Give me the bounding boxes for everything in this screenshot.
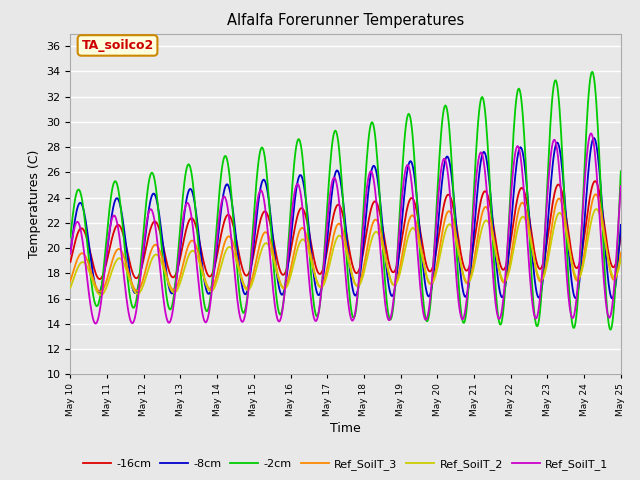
-8cm [617, 222, 625, 228]
Ref_SoilT_1 [67, 251, 74, 257]
-2cm [189, 180, 196, 186]
-2cm [77, 190, 84, 195]
Ref_SoilT_1 [77, 226, 84, 231]
Ref_SoilT_3 [77, 251, 84, 257]
Ref_SoilT_1 [429, 261, 437, 266]
Ref_SoilT_3 [190, 239, 198, 244]
-16cm [429, 263, 437, 268]
Ref_SoilT_3 [413, 224, 421, 230]
Ref_SoilT_2 [413, 232, 421, 238]
-16cm [134, 275, 141, 280]
-16cm [219, 224, 227, 230]
Line: -8cm: -8cm [70, 138, 621, 299]
-2cm [429, 275, 436, 281]
Ref_SoilT_3 [617, 250, 625, 256]
Ref_SoilT_1 [134, 297, 141, 303]
Y-axis label: Temperatures (C): Temperatures (C) [28, 150, 41, 258]
Ref_SoilT_1 [587, 131, 595, 136]
Ref_SoilT_2 [429, 279, 437, 285]
Ref_SoilT_3 [219, 246, 227, 252]
-8cm [218, 201, 226, 206]
Ref_SoilT_2 [190, 248, 198, 254]
-2cm [607, 326, 614, 332]
Ref_SoilT_2 [593, 206, 600, 212]
-2cm [589, 69, 596, 75]
Ref_SoilT_2 [67, 285, 74, 290]
X-axis label: Time: Time [330, 422, 361, 435]
-2cm [133, 293, 141, 299]
Line: Ref_SoilT_3: Ref_SoilT_3 [70, 194, 621, 292]
Ref_SoilT_2 [134, 291, 141, 297]
Line: -16cm: -16cm [70, 181, 621, 279]
-8cm [413, 191, 420, 196]
Legend: -16cm, -8cm, -2cm, Ref_SoilT_3, Ref_SoilT_2, Ref_SoilT_1: -16cm, -8cm, -2cm, Ref_SoilT_3, Ref_Soil… [78, 455, 613, 475]
Ref_SoilT_2 [97, 292, 105, 298]
Ref_SoilT_1 [219, 195, 227, 201]
-16cm [77, 226, 84, 231]
Ref_SoilT_2 [77, 261, 84, 266]
-8cm [609, 296, 616, 301]
-8cm [590, 135, 598, 141]
Ref_SoilT_3 [592, 192, 600, 197]
-2cm [218, 165, 226, 171]
Line: -2cm: -2cm [70, 72, 621, 329]
Ref_SoilT_1 [413, 246, 421, 252]
-16cm [413, 210, 421, 216]
Ref_SoilT_2 [617, 256, 625, 262]
-8cm [133, 288, 141, 294]
Line: Ref_SoilT_1: Ref_SoilT_1 [70, 133, 621, 324]
Title: Alfalfa Forerunner Temperatures: Alfalfa Forerunner Temperatures [227, 13, 464, 28]
Ref_SoilT_1 [92, 321, 99, 326]
-16cm [190, 217, 198, 223]
-16cm [591, 178, 598, 184]
Ref_SoilT_3 [429, 277, 437, 283]
Ref_SoilT_3 [134, 288, 141, 293]
Line: Ref_SoilT_2: Ref_SoilT_2 [70, 209, 621, 295]
-8cm [67, 250, 74, 255]
Ref_SoilT_1 [617, 183, 625, 189]
Ref_SoilT_3 [67, 278, 74, 284]
Ref_SoilT_2 [219, 257, 227, 263]
-2cm [413, 189, 420, 194]
-8cm [429, 280, 436, 286]
-16cm [617, 233, 625, 239]
-2cm [617, 168, 625, 174]
-8cm [77, 200, 84, 205]
Ref_SoilT_3 [97, 289, 104, 295]
-8cm [189, 191, 196, 197]
-2cm [67, 234, 74, 240]
Ref_SoilT_1 [190, 231, 198, 237]
-16cm [67, 259, 74, 265]
Text: TA_soilco2: TA_soilco2 [81, 39, 154, 52]
-16cm [95, 276, 103, 282]
